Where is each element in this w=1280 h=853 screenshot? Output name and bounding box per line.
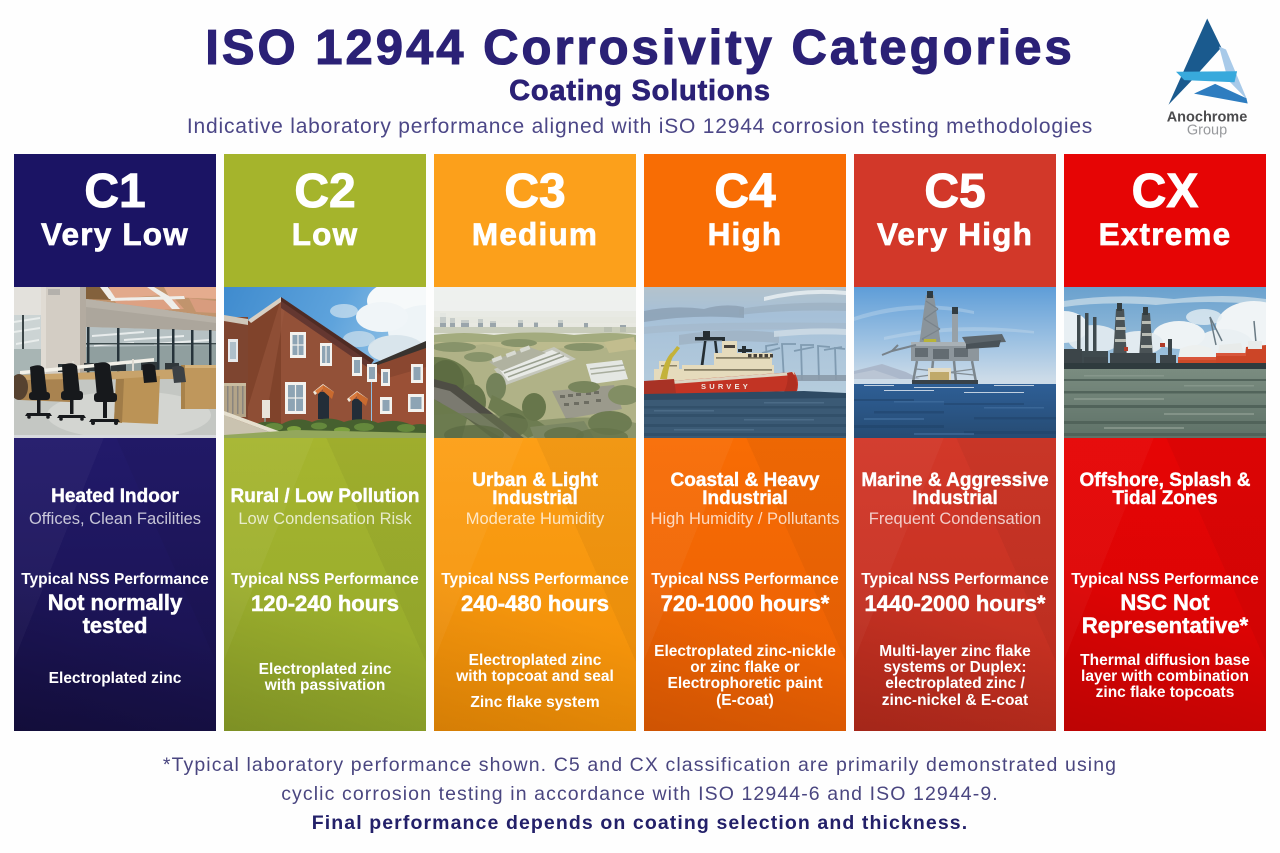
svg-text:Anochrome: Anochrome	[1167, 110, 1248, 126]
svg-text:SURVEY: SURVEY	[701, 382, 751, 391]
svg-text:Group: Group	[1187, 123, 1227, 139]
